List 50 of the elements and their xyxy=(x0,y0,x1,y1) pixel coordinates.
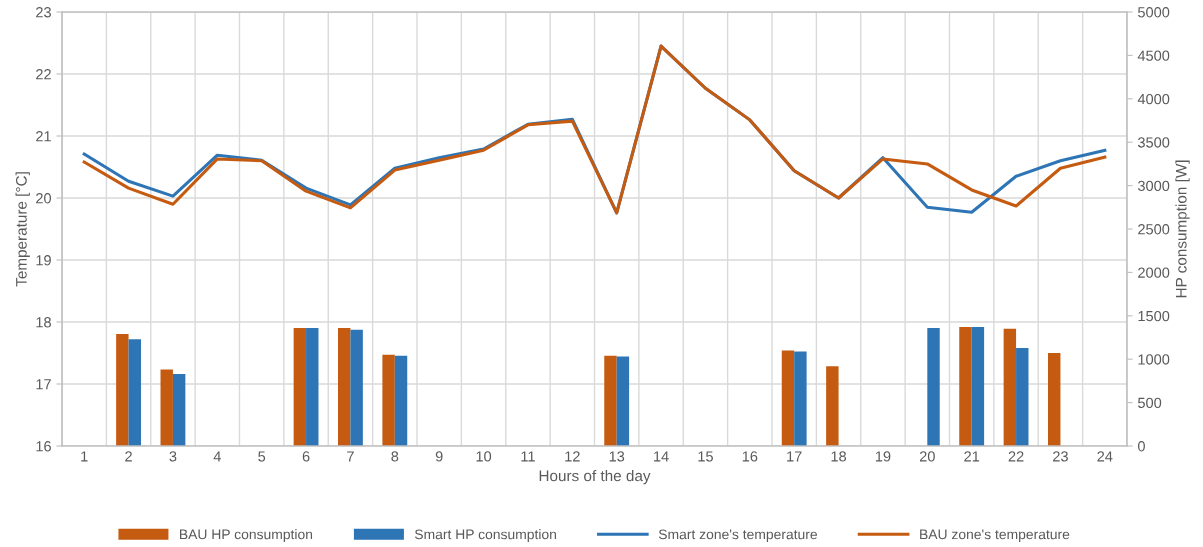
y-tick-label: 17 xyxy=(36,379,51,390)
x-tick-label: 15 xyxy=(698,451,713,462)
y-tick-label: 20 xyxy=(36,193,52,204)
y2-tick-label: 3000 xyxy=(1137,180,1170,192)
y2-tick-label: 0 xyxy=(1137,441,1145,452)
legend-label: BAU HP consumption xyxy=(180,529,313,542)
y2-tick-label: 5000 xyxy=(1138,7,1170,18)
y2-tick-label: 2000 xyxy=(1138,267,1170,278)
y-tick-label: 19 xyxy=(36,255,51,266)
y2-axis-title: HP consumption [W] xyxy=(1175,160,1190,298)
x-tick-label: 13 xyxy=(609,451,625,462)
x-tick-label: 10 xyxy=(476,451,492,462)
x-tick-label: 9 xyxy=(435,451,443,462)
x-tick-label: 20 xyxy=(919,451,935,462)
x-tick-label: 5 xyxy=(258,451,266,462)
x-tick-label: 17 xyxy=(787,451,802,462)
x-tick-label: 7 xyxy=(347,451,354,462)
y-tick-label: 23 xyxy=(36,7,51,18)
x-tick-label: 23 xyxy=(1053,451,1068,462)
x-tick-label: 24 xyxy=(1097,451,1113,462)
x-tick-label: 16 xyxy=(742,451,758,462)
x-tick-label: 19 xyxy=(875,451,891,462)
x-tick-label: 6 xyxy=(302,451,310,462)
y2-tick-label: 4500 xyxy=(1137,50,1170,61)
y-tick-label: 22 xyxy=(36,69,51,80)
y-tick-label: 18 xyxy=(36,317,51,328)
x-tick-label: 2 xyxy=(125,451,132,462)
y-axis-title: Temperature [°C] xyxy=(15,172,30,287)
y-tick-label: 21 xyxy=(36,131,51,142)
y-tick-label: 16 xyxy=(36,441,51,452)
legend-label: Smart HP consumption xyxy=(414,529,556,542)
x-tick-label: 22 xyxy=(1008,451,1024,462)
y2-tick-label: 500 xyxy=(1138,397,1162,409)
x-tick-label: 8 xyxy=(391,451,399,462)
x-tick-label: 12 xyxy=(565,451,580,462)
x-axis-title: Hours of the day xyxy=(539,470,651,485)
y2-tick-label: 3500 xyxy=(1137,137,1170,148)
y2-tick-label: 2500 xyxy=(1138,224,1170,235)
x-tick-label: 3 xyxy=(169,451,177,462)
x-tick-label: 18 xyxy=(831,451,847,462)
x-tick-label: 21 xyxy=(964,451,980,462)
legend-label: Smart zone's temperature xyxy=(658,529,817,542)
x-tick-label: 1 xyxy=(81,451,88,462)
x-tick-label: 11 xyxy=(521,451,535,462)
x-tick-label: 4 xyxy=(213,451,221,462)
legend-label: BAU zone's temperature xyxy=(920,529,1070,542)
y2-tick-label: 1500 xyxy=(1138,310,1170,322)
y2-tick-label: 1000 xyxy=(1138,354,1170,365)
y2-tick-label: 4000 xyxy=(1137,93,1170,105)
x-tick-label: 14 xyxy=(654,451,669,462)
